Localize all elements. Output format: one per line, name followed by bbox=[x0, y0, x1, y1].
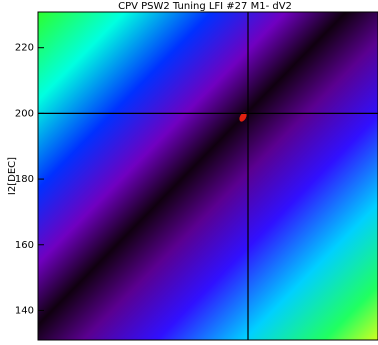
heatmap-field bbox=[38, 12, 378, 340]
marker-dot bbox=[239, 112, 247, 122]
plot-frame bbox=[37, 11, 378, 341]
chart-title: CPV PSW2 Tuning LFI #27 M1- dV2 bbox=[118, 1, 292, 12]
y-axis-label: I2[DEC] bbox=[7, 157, 18, 195]
y-tick-label: 160 bbox=[15, 240, 34, 251]
y-tick-label: 220 bbox=[15, 43, 34, 54]
y-tick-label: 140 bbox=[15, 305, 34, 316]
y-tick-label: 200 bbox=[15, 108, 34, 119]
y-tick-label: 180 bbox=[15, 174, 34, 185]
